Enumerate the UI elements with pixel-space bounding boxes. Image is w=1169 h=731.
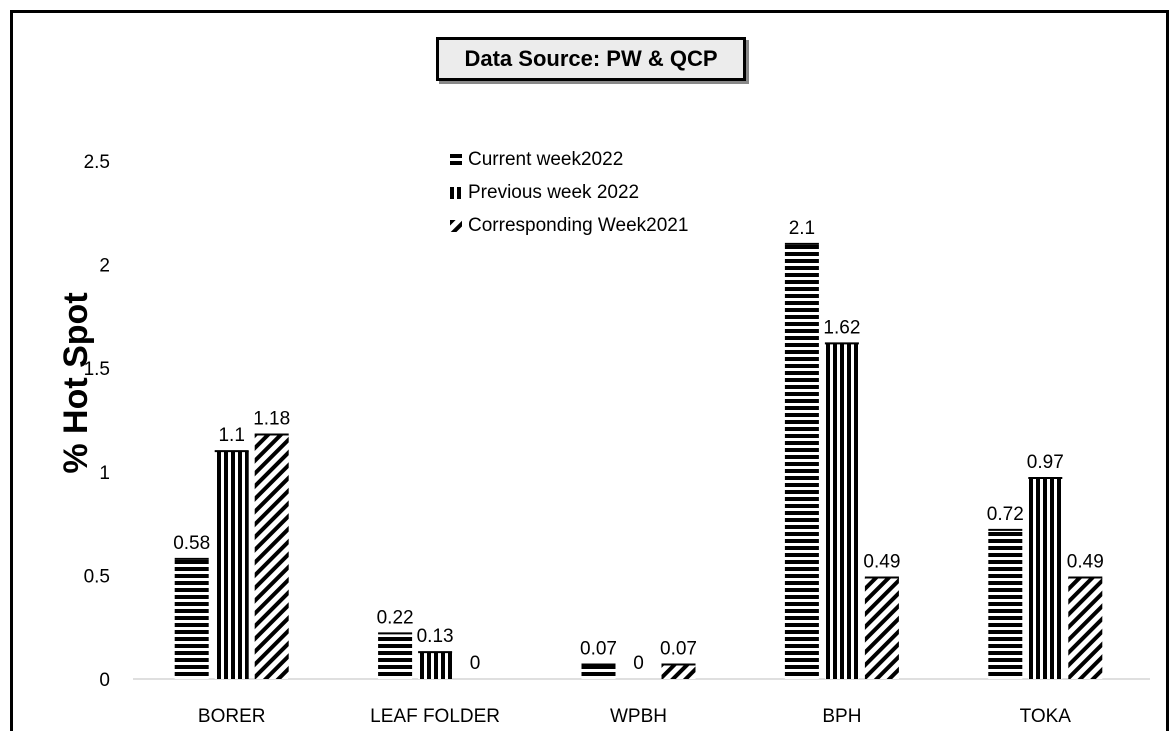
- data-label: 1.1: [218, 425, 244, 446]
- legend-item-corresponding: Corresponding Week2021: [450, 209, 688, 242]
- data-label: 1.62: [823, 317, 860, 338]
- data-label: 0.58: [173, 533, 210, 554]
- data-label: 0.07: [580, 638, 617, 659]
- y-tick-label: 0.5: [84, 566, 110, 587]
- legend-item-current: Current week2022: [450, 143, 688, 176]
- data-label: 0.13: [417, 626, 454, 647]
- y-tick-label: 1: [99, 463, 110, 484]
- legend-swatch-corresponding: [450, 220, 462, 232]
- bar: [1068, 577, 1102, 679]
- data-label: 0.49: [863, 551, 900, 572]
- data-label: 0.72: [987, 504, 1024, 525]
- bar: [1028, 478, 1062, 679]
- data-label: 0.22: [377, 607, 414, 628]
- legend-label-current: Current week2022: [468, 149, 623, 171]
- chart-title: Data Source: PW & QCP: [436, 37, 746, 81]
- y-tick-label: 0: [99, 670, 110, 691]
- x-tick-label: LEAF FOLDER: [370, 706, 500, 727]
- bar: [662, 664, 696, 679]
- x-tick-label: BPH: [822, 706, 861, 727]
- bar: [785, 244, 819, 679]
- data-label: 0.07: [660, 638, 697, 659]
- bar: [582, 664, 616, 679]
- legend-swatch-current: [450, 154, 462, 166]
- legend-label-previous: Previous week 2022: [468, 182, 639, 204]
- data-label: 0.49: [1067, 551, 1104, 572]
- bar: [215, 451, 249, 679]
- x-tick-label: BORER: [198, 706, 266, 727]
- data-label: 0: [633, 653, 644, 674]
- bar: [255, 435, 289, 679]
- x-tick-label: TOKA: [1020, 706, 1072, 727]
- y-axis-label: % Hot Spot: [56, 263, 96, 503]
- data-label: 1.18: [253, 409, 290, 430]
- data-label: 0.97: [1027, 452, 1064, 473]
- bar: [378, 633, 412, 679]
- legend-swatch-previous: [450, 187, 462, 199]
- bar: [825, 343, 859, 679]
- bar: [988, 530, 1022, 679]
- legend-item-previous: Previous week 2022: [450, 176, 688, 209]
- bar: [418, 652, 452, 679]
- legend: Current week2022 Previous week 2022 Corr…: [450, 143, 688, 242]
- x-tick-label: WPBH: [610, 706, 667, 727]
- data-label: 0: [470, 653, 481, 674]
- bar: [175, 559, 209, 679]
- y-tick-label: 2: [99, 256, 110, 277]
- data-label: 2.1: [789, 218, 815, 239]
- bar: [865, 577, 899, 679]
- y-tick-label: 2.5: [84, 152, 110, 173]
- legend-label-corresponding: Corresponding Week2021: [468, 215, 688, 237]
